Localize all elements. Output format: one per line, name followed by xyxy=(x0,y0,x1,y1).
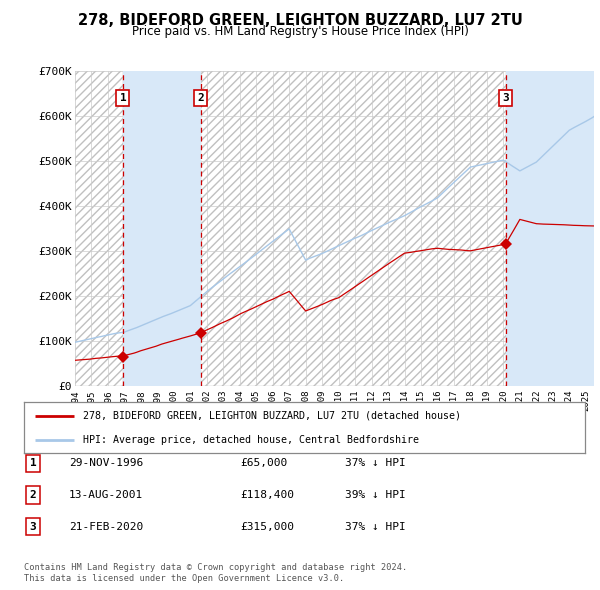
Text: 37% ↓ HPI: 37% ↓ HPI xyxy=(345,458,406,468)
Text: 39% ↓ HPI: 39% ↓ HPI xyxy=(345,490,406,500)
Text: Price paid vs. HM Land Registry's House Price Index (HPI): Price paid vs. HM Land Registry's House … xyxy=(131,25,469,38)
Text: 278, BIDEFORD GREEN, LEIGHTON BUZZARD, LU7 2TU: 278, BIDEFORD GREEN, LEIGHTON BUZZARD, L… xyxy=(77,13,523,28)
Text: £315,000: £315,000 xyxy=(240,522,294,532)
Text: 1: 1 xyxy=(119,93,127,103)
Text: 21-FEB-2020: 21-FEB-2020 xyxy=(69,522,143,532)
Text: 37% ↓ HPI: 37% ↓ HPI xyxy=(345,522,406,532)
Text: 278, BIDEFORD GREEN, LEIGHTON BUZZARD, LU7 2TU (detached house): 278, BIDEFORD GREEN, LEIGHTON BUZZARD, L… xyxy=(83,411,461,421)
Text: 29-NOV-1996: 29-NOV-1996 xyxy=(69,458,143,468)
Text: 2: 2 xyxy=(197,93,204,103)
Text: 3: 3 xyxy=(29,522,37,532)
Text: HPI: Average price, detached house, Central Bedfordshire: HPI: Average price, detached house, Cent… xyxy=(83,435,419,445)
Text: Contains HM Land Registry data © Crown copyright and database right 2024.
This d: Contains HM Land Registry data © Crown c… xyxy=(24,563,407,583)
Text: 2: 2 xyxy=(29,490,37,500)
Bar xyxy=(75,71,123,386)
Bar xyxy=(200,71,506,386)
Text: £65,000: £65,000 xyxy=(240,458,287,468)
Text: 3: 3 xyxy=(502,93,509,103)
Text: £118,400: £118,400 xyxy=(240,490,294,500)
Text: 13-AUG-2001: 13-AUG-2001 xyxy=(69,490,143,500)
Bar xyxy=(506,71,594,386)
Text: 1: 1 xyxy=(29,458,37,468)
Bar xyxy=(123,71,200,386)
